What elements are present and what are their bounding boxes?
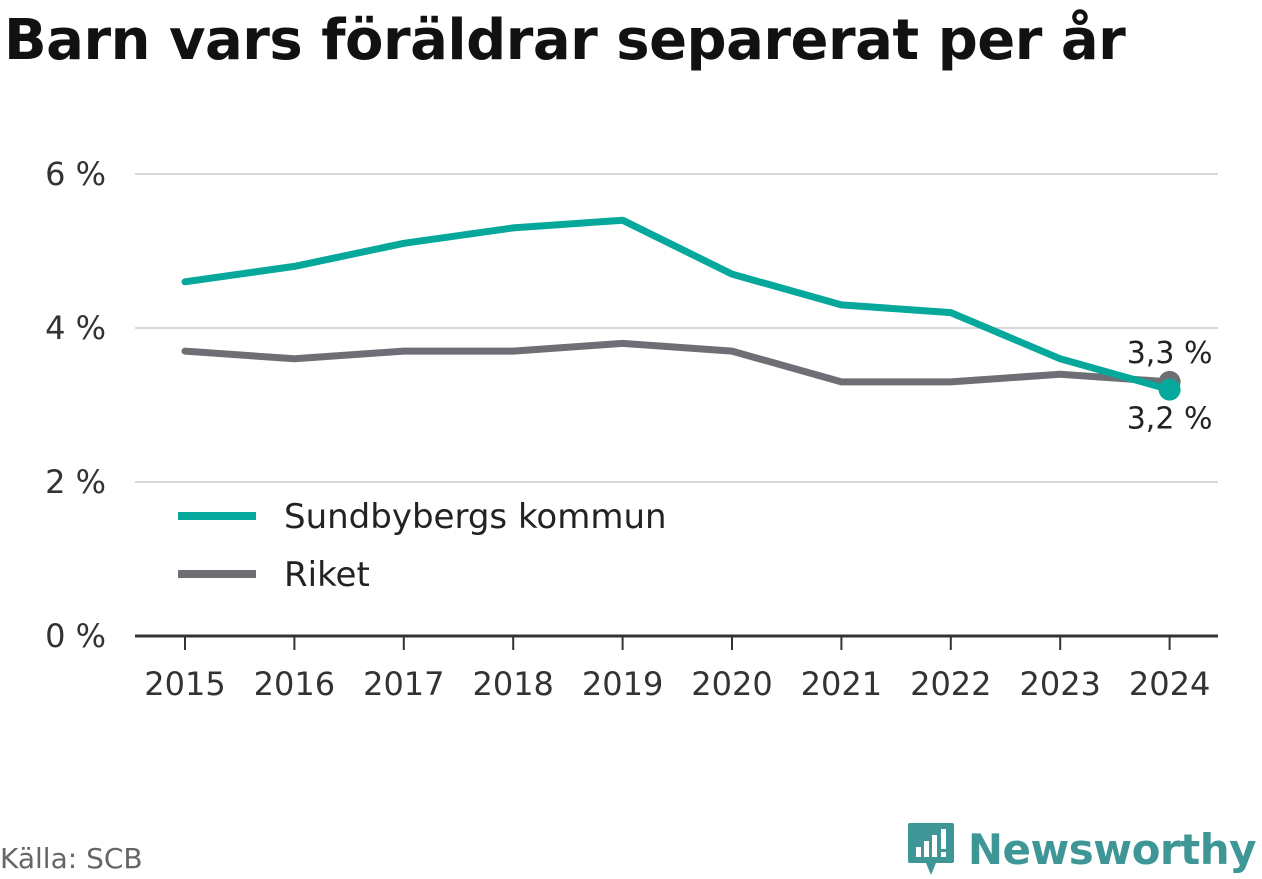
source-note: Källa: SCB (0, 842, 143, 875)
series-line-sundbyberg (181, 216, 1174, 394)
legend-label: Sundbybergs kommun (284, 497, 667, 537)
x-tick-label: 2023 (1019, 665, 1100, 703)
grid-lines (135, 173, 1218, 483)
x-tick-label: 2020 (691, 665, 772, 703)
x-tick-label: 2024 (1129, 665, 1210, 703)
x-tick-label: 2021 (801, 665, 882, 703)
x-tick-label: 2018 (472, 665, 553, 703)
x-tick-label: 2015 (144, 665, 225, 703)
end-label-riket: 3,3 % (1127, 336, 1213, 371)
x-axis: 2015 2016 2017 2018 2019 2020 2021 2022 2023 2024 (135, 634, 1218, 703)
y-tick-label: 6 % (45, 155, 106, 193)
end-labels: 3,3 % 3,2 % (1127, 336, 1213, 437)
series-lines (181, 216, 1181, 401)
y-tick-label: 0 % (45, 617, 106, 655)
legend-label: Riket (284, 555, 370, 595)
end-label-sundbyberg: 3,2 % (1127, 402, 1213, 437)
y-axis-ticks: 0 % 2 % 4 % 6 % (45, 155, 106, 655)
brand: Newsworthy (906, 821, 1257, 877)
brand-name: Newsworthy (967, 824, 1257, 874)
x-tick-label: 2016 (254, 665, 335, 703)
y-tick-label: 2 % (45, 463, 106, 501)
x-tick-label: 2022 (910, 665, 991, 703)
series-line-riket (181, 339, 1174, 386)
newsworthy-logo-icon (907, 823, 954, 875)
legend: Sundbybergs kommun Riket (178, 497, 667, 595)
y-tick-label: 4 % (45, 309, 106, 347)
end-point-sundbyberg (1158, 378, 1181, 401)
chart-title: Barn vars föräldrar separerat per år (4, 8, 1126, 73)
x-tick-label: 2017 (363, 665, 444, 703)
x-tick-label: 2019 (582, 665, 663, 703)
